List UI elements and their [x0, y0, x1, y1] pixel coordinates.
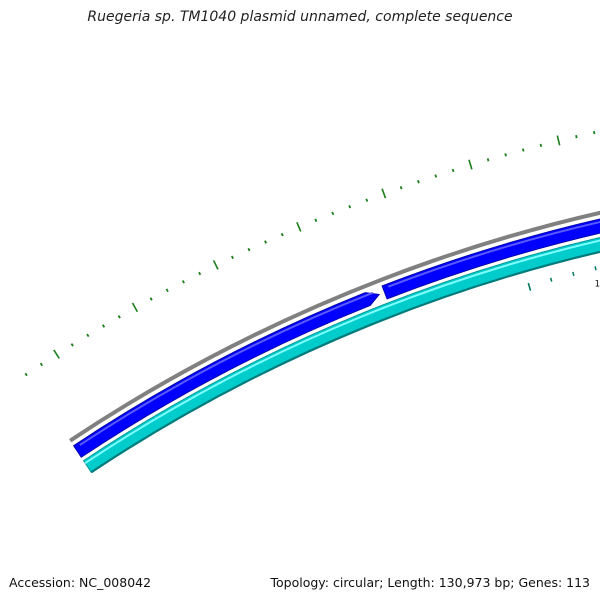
forward-gene-highlight	[387, 221, 600, 288]
label-layer: 122000 bp122200 bp122400 bp122600 bp1228…	[595, 280, 600, 290]
forward-gene-highlight	[79, 291, 374, 446]
gc-skew-mark	[486, 158, 490, 162]
gc-skew-mark	[101, 324, 106, 328]
gc-skew-mark	[417, 180, 420, 184]
gc-skew-mark	[556, 135, 561, 146]
scale-minor-tick	[594, 266, 597, 271]
gc-skew-mark	[575, 135, 578, 139]
reverse-gene-rim	[90, 250, 600, 474]
scale-major-tick	[527, 282, 532, 291]
gc-skew-mark	[198, 271, 202, 276]
gc-skew-mark	[53, 349, 60, 359]
reverse-gene-highlight	[84, 239, 600, 464]
reverse-gene-track[interactable]	[82, 196, 600, 474]
gc-skew-mark	[314, 218, 318, 223]
gc-skew-track	[24, 130, 596, 377]
forward-gene-arrow[interactable]	[72, 292, 381, 458]
gc-skew-mark	[296, 221, 302, 232]
gc-skew-mark	[131, 302, 139, 313]
gc-skew-mark	[181, 280, 185, 284]
gc-skew-mark	[592, 130, 596, 135]
gc-skew-mark	[539, 143, 543, 148]
gc-skew-mark	[521, 148, 525, 152]
forward-gene-track[interactable]	[72, 178, 600, 458]
gc-skew-mark	[504, 153, 507, 157]
scale-tick-label: 122000 bp	[595, 280, 600, 290]
gc-skew-mark	[165, 288, 169, 293]
gc-skew-mark	[212, 260, 219, 270]
map-title: Ruegeria sp. TM1040 plasmid unnamed, com…	[87, 9, 513, 25]
accession-label: Accession: NC_008042	[9, 575, 152, 590]
gc-skew-mark	[86, 333, 90, 338]
gc-skew-mark	[365, 198, 369, 202]
gc-skew-mark	[230, 255, 234, 260]
gc-skew-mark	[247, 247, 251, 252]
gc-skew-mark	[468, 159, 473, 170]
gc-skew-mark	[451, 168, 455, 173]
sequence-backbone	[69, 210, 600, 443]
gc-skew-mark	[149, 297, 153, 301]
forward-gene-arrow[interactable]	[381, 178, 600, 300]
gc-skew-mark	[264, 240, 268, 244]
scale-track	[527, 266, 597, 291]
gene-tm1040-3868[interactable]	[82, 196, 600, 473]
gc-skew-mark	[399, 186, 403, 190]
backbone-track	[69, 210, 600, 443]
genome-summary: Topology: circular; Length: 130,973 bp; …	[270, 575, 591, 590]
scale-minor-tick	[549, 277, 553, 282]
gc-skew-mark	[348, 204, 352, 209]
gc-skew-mark	[280, 232, 284, 237]
gc-skew-mark	[434, 174, 438, 178]
gc-skew-mark	[331, 211, 335, 216]
scale-minor-tick	[572, 271, 575, 276]
gc-skew-mark	[117, 315, 121, 319]
gc-skew-mark	[381, 188, 387, 199]
gc-skew-mark	[39, 362, 43, 367]
gc-skew-mark	[70, 343, 74, 347]
gc-skew-mark	[24, 372, 28, 377]
